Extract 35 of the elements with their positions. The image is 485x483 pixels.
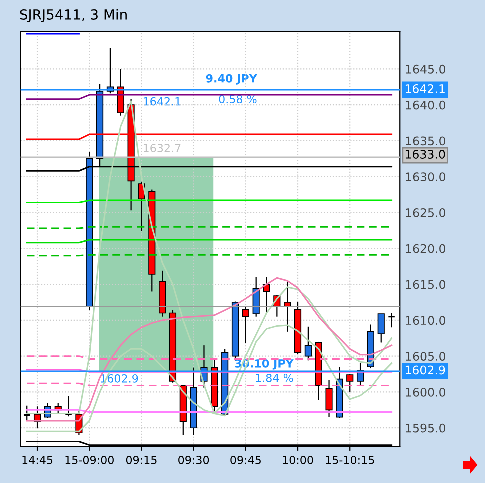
x-tick-label: 10:00 bbox=[283, 456, 314, 464]
y-tick-label: 1605.0 bbox=[406, 352, 446, 361]
ref-line-label: 1632.7 bbox=[144, 144, 181, 152]
candlestick bbox=[346, 374, 354, 393]
y-tick-label: 1625.0 bbox=[406, 208, 446, 218]
x-tick-label: 09:30 bbox=[178, 456, 210, 464]
x-tick-label: 15-10:15 bbox=[326, 456, 374, 464]
y-tick-label: 1600.0 bbox=[406, 388, 446, 397]
candlestick bbox=[326, 379, 333, 418]
candlestick bbox=[242, 306, 250, 344]
x-tick-label: 09:45 bbox=[230, 456, 261, 464]
candlestick bbox=[263, 276, 270, 315]
y-tick-label: 1640.0 bbox=[406, 100, 446, 110]
y-tick-label: 1595.0 bbox=[406, 424, 446, 433]
y-tick-label: 1620.0 bbox=[406, 244, 446, 254]
y-tick-label: 1635.0 bbox=[406, 136, 446, 146]
text: 1633.0 bbox=[406, 150, 446, 159]
x-tick-label: 14:45 bbox=[22, 456, 53, 464]
y-tick-label: 1630.0 bbox=[406, 172, 446, 182]
chart-title: SJRJ5411, 3 Min bbox=[20, 9, 127, 23]
candlestick bbox=[138, 181, 146, 232]
annotation: 1.84 % bbox=[256, 374, 294, 382]
y-tick-label: 1615.0 bbox=[406, 280, 446, 290]
y-tick-label: 1610.0 bbox=[406, 316, 446, 326]
candlestick bbox=[304, 326, 312, 362]
x-tick-label: 09:15 bbox=[126, 456, 157, 464]
annotation: 9.40 JPY bbox=[206, 74, 258, 85]
x-tick-label: 15-09:00 bbox=[66, 456, 114, 464]
ref-line-label: 1602.9 bbox=[101, 374, 138, 383]
text: 1602.9 bbox=[406, 366, 446, 375]
ref-line-label: 1642.1 bbox=[144, 97, 181, 106]
y-tick-label: 1645.0 bbox=[406, 64, 446, 74]
text: 1642.1 bbox=[406, 84, 445, 94]
candlestick bbox=[378, 313, 385, 344]
candlestick bbox=[388, 312, 396, 328]
